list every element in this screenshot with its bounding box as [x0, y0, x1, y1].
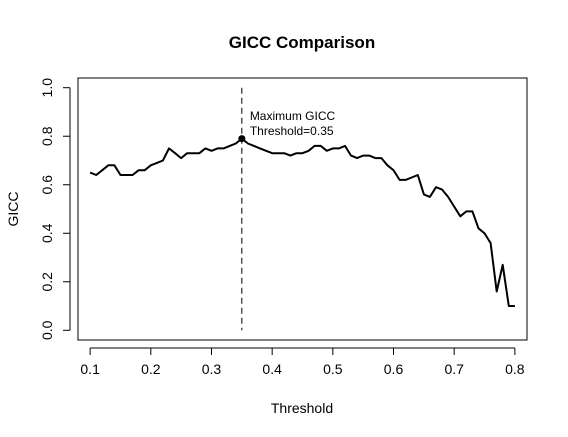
gicc-series-line	[89, 137, 515, 307]
y-tick-label: 0.4	[39, 223, 55, 243]
y-tick-label: 0.0	[39, 320, 55, 340]
x-tick-label: 0.5	[323, 361, 343, 377]
y-tick-label: 0.2	[39, 272, 55, 292]
y-tick-label: 1.0	[39, 78, 55, 98]
y-tick-label: 0.8	[39, 126, 55, 146]
max-gicc-point	[238, 135, 246, 143]
x-tick-label: 0.3	[202, 361, 222, 377]
x-tick-label: 0.8	[505, 361, 525, 377]
x-axis-label: Threshold	[271, 400, 333, 416]
y-tick-label: 0.6	[39, 175, 55, 195]
x-tick-label: 0.2	[141, 361, 161, 377]
x-tick-label: 0.6	[384, 361, 404, 377]
chart-title: GICC Comparison	[229, 33, 375, 52]
annotation-max-gicc: Maximum GICC	[250, 109, 336, 123]
y-axis-label: GICC	[5, 192, 21, 227]
annotation-threshold: Threshold=0.35	[250, 124, 334, 138]
y-axis: 0.0 0.2 0.4 0.6 0.8 1.0	[39, 78, 71, 340]
x-tick-label: 0.1	[80, 361, 100, 377]
x-tick-label: 0.4	[262, 361, 282, 377]
x-tick-label: 0.7	[444, 361, 464, 377]
plot-frame	[77, 77, 528, 341]
x-axis: 0.1 0.2 0.3 0.4 0.5 0.6 0.7 0.8	[80, 347, 525, 377]
